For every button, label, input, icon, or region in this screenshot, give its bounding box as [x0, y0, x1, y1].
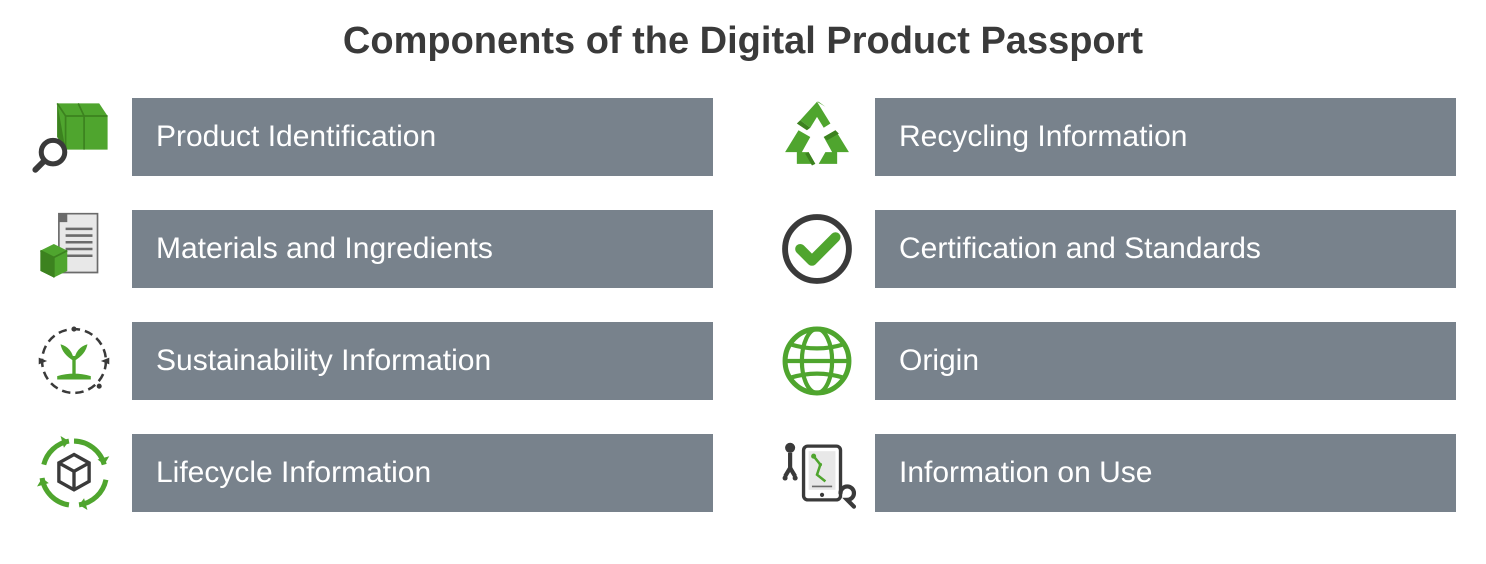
component-materials-ingredients: Materials and Ingredients [30, 205, 713, 293]
component-product-identification: Product Identification [30, 93, 713, 181]
component-bar: Lifecycle Information [132, 434, 713, 512]
component-bar: Sustainability Information [132, 322, 713, 400]
component-certification-standards: Certification and Standards [773, 205, 1456, 293]
component-label: Recycling Information [899, 120, 1187, 154]
box-search-icon [30, 93, 118, 181]
component-bar: Origin [875, 322, 1456, 400]
component-sustainability-information: Sustainability Information [30, 317, 713, 405]
globe-icon [773, 317, 861, 405]
component-bar: Product Identification [132, 98, 713, 176]
components-grid: Product Identification Recycling Info [30, 93, 1456, 517]
component-label: Origin [899, 344, 979, 378]
recycle-icon [773, 93, 861, 181]
robot-tablet-icon [773, 429, 861, 517]
component-label: Materials and Ingredients [156, 232, 493, 266]
component-lifecycle-information: Lifecycle Information [30, 429, 713, 517]
component-label: Lifecycle Information [156, 456, 431, 490]
component-origin: Origin [773, 317, 1456, 405]
component-recycling-information: Recycling Information [773, 93, 1456, 181]
doc-cube-icon [30, 205, 118, 293]
component-information-on-use: Information on Use [773, 429, 1456, 517]
page-title: Components of the Digital Product Passpo… [30, 20, 1456, 63]
component-label: Product Identification [156, 120, 436, 154]
cube-cycle-icon [30, 429, 118, 517]
component-bar: Information on Use [875, 434, 1456, 512]
component-bar: Recycling Information [875, 98, 1456, 176]
component-label: Certification and Standards [899, 232, 1261, 266]
component-label: Information on Use [899, 456, 1152, 490]
component-bar: Materials and Ingredients [132, 210, 713, 288]
check-circle-icon [773, 205, 861, 293]
component-label: Sustainability Information [156, 344, 491, 378]
eco-cycle-icon [30, 317, 118, 405]
component-bar: Certification and Standards [875, 210, 1456, 288]
